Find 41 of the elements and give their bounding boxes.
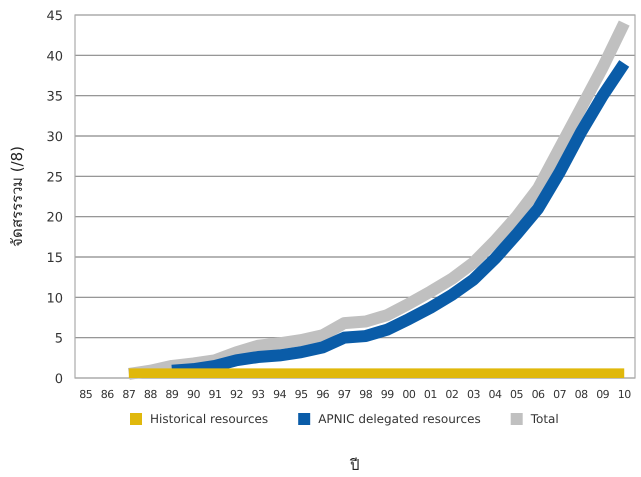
- x-tick-label: 88: [144, 388, 158, 401]
- x-tick-label: 06: [532, 388, 546, 401]
- y-tick-label: 40: [46, 49, 63, 64]
- x-tick-label: 99: [380, 388, 394, 401]
- y-tick-label: 30: [46, 130, 63, 145]
- x-tick-label: 92: [230, 388, 244, 401]
- y-tick-label: 35: [46, 90, 63, 105]
- x-tick-label: 96: [316, 388, 330, 401]
- y-tick-label: 20: [46, 210, 63, 226]
- x-tick-label: 93: [252, 388, 266, 401]
- x-tick-label: 08: [574, 388, 588, 401]
- x-tick-label: 10: [618, 388, 632, 401]
- y-tick-label: 15: [46, 251, 63, 266]
- x-tick-label: 85: [79, 388, 93, 401]
- x-tick-label: 09: [596, 388, 610, 401]
- x-tick-label: 00: [402, 388, 416, 401]
- x-tick-label: 97: [338, 388, 352, 401]
- x-tick-label: 01: [424, 388, 437, 401]
- x-tick-label: 95: [294, 388, 308, 401]
- x-tick-label: 04: [488, 388, 502, 401]
- x-tick-label: 87: [122, 388, 136, 401]
- x-tick-label: 07: [553, 388, 567, 401]
- y-tick-label: 10: [46, 291, 63, 306]
- x-tick-label: 03: [466, 388, 480, 401]
- x-tick-label: 90: [186, 388, 200, 401]
- x-tick-label: 91: [208, 388, 222, 401]
- x-tick-label: 86: [100, 388, 114, 401]
- x-tick-label: 02: [445, 388, 458, 401]
- y-tick-label: 0: [54, 372, 63, 387]
- x-tick-label: 89: [165, 388, 179, 401]
- x-tick-label: 98: [359, 388, 373, 401]
- legend-label: Historical resources: [150, 412, 268, 426]
- x-tick-label: 05: [510, 388, 524, 401]
- x-tick-label: 94: [273, 388, 287, 401]
- legend-label: APNIC delegated resources: [318, 412, 481, 426]
- y-tick-label: 25: [46, 170, 63, 186]
- y-tick-label: 45: [46, 9, 63, 24]
- x-axis-title: ปี: [349, 456, 360, 474]
- legend-label: Total: [530, 412, 559, 426]
- y-axis-title: จัดสรรรวม (/8): [8, 146, 26, 248]
- y-tick-label: 5: [54, 332, 63, 347]
